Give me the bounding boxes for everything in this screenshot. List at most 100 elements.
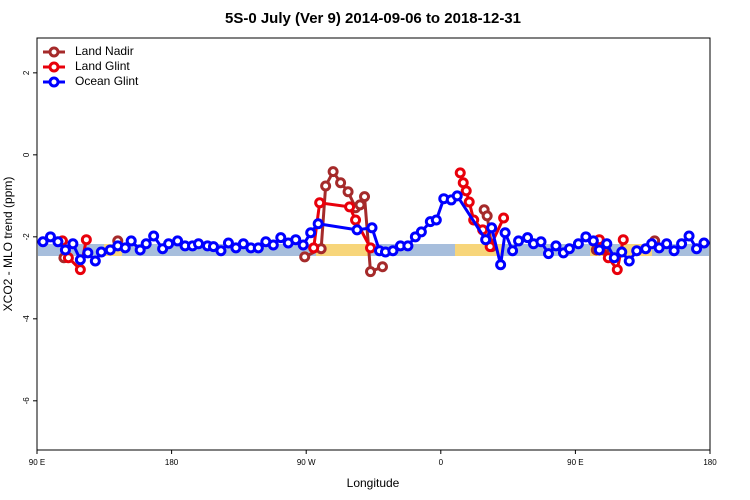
point: [691, 243, 703, 255]
point: [676, 238, 688, 250]
point: [134, 244, 146, 256]
point: [563, 243, 575, 255]
point: [608, 252, 620, 264]
point: [67, 238, 79, 250]
point: [312, 218, 324, 230]
x-tick-label: 90 E: [567, 458, 583, 467]
x-tick-label: 90 W: [297, 458, 316, 467]
x-tick-label: 180: [165, 458, 179, 467]
point: [366, 222, 378, 234]
point: [37, 236, 49, 248]
x-axis-label: Longitude: [347, 476, 400, 490]
point: [507, 245, 519, 257]
point: [359, 191, 371, 203]
point: [601, 238, 613, 250]
point: [698, 237, 710, 249]
x-tick-label: 0: [439, 458, 444, 467]
point: [193, 238, 205, 250]
point: [495, 259, 507, 271]
point: [572, 238, 584, 250]
point: [297, 239, 309, 251]
point: [59, 244, 71, 256]
point: [415, 226, 427, 238]
point: [335, 177, 347, 189]
point: [275, 232, 287, 244]
point: [454, 167, 466, 179]
legend-label: Ocean Glint: [75, 74, 139, 88]
point: [463, 196, 475, 208]
point: [486, 222, 498, 234]
legend-marker: [48, 76, 60, 88]
point: [222, 237, 234, 249]
point: [460, 185, 472, 197]
point: [172, 235, 184, 247]
point: [74, 264, 86, 276]
point: [320, 180, 332, 192]
point: [587, 235, 599, 247]
point: [342, 186, 354, 198]
legend-marker: [48, 46, 60, 58]
point: [148, 230, 160, 242]
point: [593, 244, 605, 256]
point: [683, 230, 695, 242]
point: [350, 214, 362, 226]
point: [542, 248, 554, 260]
chart-title: 5S-0 July (Ver 9) 2014-09-06 to 2018-12-…: [225, 10, 521, 27]
y-tick-label: 0: [22, 152, 31, 157]
point: [308, 242, 320, 254]
point: [125, 235, 137, 247]
point: [267, 239, 279, 251]
point: [314, 197, 326, 209]
point: [498, 212, 510, 224]
point: [365, 242, 377, 254]
y-tick-label: 2: [22, 70, 31, 75]
legend-label: Land Nadir: [75, 44, 134, 58]
point: [74, 254, 86, 266]
point: [354, 199, 366, 211]
point: [376, 261, 388, 273]
legend-label: Land Glint: [75, 59, 130, 73]
point: [611, 264, 623, 276]
point: [351, 224, 363, 236]
point: [481, 210, 493, 222]
x-tick-label: 90 E: [29, 458, 45, 467]
point: [661, 238, 673, 250]
point: [513, 235, 525, 247]
point: [535, 236, 547, 248]
plot-frame: [36, 37, 711, 451]
land-band: [316, 244, 368, 256]
point: [95, 246, 107, 258]
point: [52, 236, 64, 248]
point: [387, 245, 399, 257]
point: [44, 231, 56, 243]
point: [623, 255, 635, 267]
y-tick-label: -6: [22, 397, 31, 405]
point: [499, 227, 511, 239]
point: [480, 234, 492, 246]
point: [215, 245, 227, 257]
point: [631, 245, 643, 257]
point: [305, 227, 317, 239]
point: [550, 240, 562, 252]
point: [119, 242, 131, 254]
point: [299, 251, 311, 263]
point: [365, 266, 377, 278]
point: [668, 245, 680, 257]
point: [402, 240, 414, 252]
point: [163, 238, 175, 250]
point: [451, 190, 463, 202]
point: [522, 232, 534, 244]
y-axis-label: XCO2 - MLO trend (ppm): [1, 177, 15, 312]
point: [252, 242, 264, 254]
x-tick-label: 180: [703, 458, 717, 467]
point: [616, 246, 628, 258]
point: [290, 234, 302, 246]
y-tick-label: -2: [22, 233, 31, 241]
point: [430, 214, 442, 226]
point: [617, 234, 629, 246]
point: [82, 247, 94, 259]
y-tick-label: -4: [22, 315, 31, 323]
point: [89, 255, 101, 267]
point: [140, 238, 152, 250]
